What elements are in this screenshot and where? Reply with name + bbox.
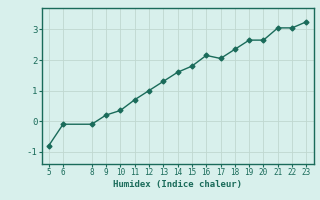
X-axis label: Humidex (Indice chaleur): Humidex (Indice chaleur) (113, 180, 242, 189)
